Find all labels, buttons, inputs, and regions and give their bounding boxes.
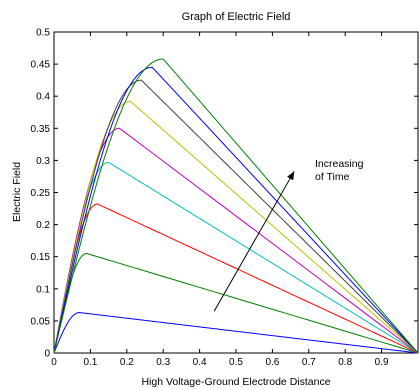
x-tick-label: 0.7 [302, 357, 316, 368]
y-tick-label: 0.2 [36, 220, 50, 231]
time-arrow-head [287, 171, 295, 181]
y-tick-label: 0.05 [31, 316, 51, 327]
series-line-3 [53, 203, 419, 354]
series-line-1 [53, 312, 419, 354]
series-line-8 [53, 66, 419, 354]
series-line-9 [53, 58, 419, 354]
x-tick-label: 0.5 [229, 357, 243, 368]
series-line-4 [53, 161, 419, 354]
series-line-5 [53, 127, 419, 354]
series-line-6 [53, 100, 419, 354]
x-tick-label: 0 [51, 357, 57, 368]
annotation-text-line: of Time [315, 171, 350, 183]
x-tick-label: 0.1 [83, 357, 97, 368]
axes: 0 0.1 0.2 0.3 0.4 0.5 0.6 0.7 0.8 0.9 0 0.05 0.1 0.15… [31, 28, 419, 368]
x-tick-label: 0.2 [120, 357, 134, 368]
y-tick-label: 0 [44, 349, 50, 360]
y-axis-label: Electric Field [11, 162, 23, 222]
y-tick-label: 0.15 [31, 252, 51, 263]
chart-title: Graph of Electric Field [182, 11, 291, 23]
annotation-text-line: Increasing [315, 158, 364, 170]
x-tick-label: 0.3 [156, 357, 170, 368]
x-axis-label: High Voltage-Ground Electrode Distance [141, 376, 330, 388]
series-line-7 [53, 79, 419, 354]
x-tick-label: 0.6 [265, 357, 279, 368]
time-arrow-shaft [213, 171, 295, 312]
y-tick-label: 0.45 [31, 60, 51, 71]
y-tick-label: 0.4 [36, 92, 50, 103]
x-tick-label: 0.9 [375, 357, 389, 368]
y-tick-label: 0.25 [31, 188, 51, 199]
y-tick-label: 0.1 [36, 284, 50, 295]
y-tick-label: 0.3 [36, 156, 50, 167]
series-lines [53, 58, 419, 354]
x-tick-label: 0.4 [193, 357, 207, 368]
y-tick-label: 0.35 [31, 124, 51, 135]
x-tick-label: 0.8 [338, 357, 352, 368]
y-tick-label: 0.5 [36, 28, 50, 39]
